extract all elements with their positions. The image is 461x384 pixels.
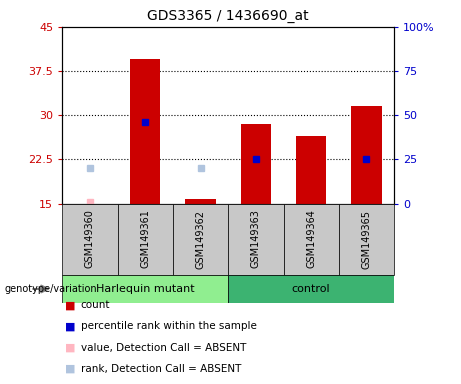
Text: GSM149362: GSM149362: [195, 210, 206, 268]
Text: ■: ■: [65, 364, 75, 374]
Text: value, Detection Call = ABSENT: value, Detection Call = ABSENT: [81, 343, 246, 353]
Bar: [228, 204, 284, 275]
Bar: [228, 275, 394, 303]
Text: ■: ■: [65, 300, 75, 310]
Bar: [62, 204, 118, 275]
Bar: [185, 199, 216, 204]
Text: GSM149365: GSM149365: [361, 210, 372, 268]
Bar: [130, 59, 160, 204]
Text: GSM149363: GSM149363: [251, 210, 261, 268]
Title: GDS3365 / 1436690_at: GDS3365 / 1436690_at: [148, 9, 309, 23]
Bar: [351, 106, 382, 204]
Text: rank, Detection Call = ABSENT: rank, Detection Call = ABSENT: [81, 364, 241, 374]
Text: ■: ■: [65, 321, 75, 331]
Bar: [241, 124, 271, 204]
Text: control: control: [292, 284, 331, 294]
Text: ■: ■: [65, 343, 75, 353]
Text: count: count: [81, 300, 110, 310]
Text: GSM149361: GSM149361: [140, 210, 150, 268]
Bar: [62, 275, 228, 303]
Text: GSM149364: GSM149364: [306, 210, 316, 268]
Text: Harlequin mutant: Harlequin mutant: [96, 284, 195, 294]
Text: GSM149360: GSM149360: [85, 210, 95, 268]
Bar: [284, 204, 339, 275]
Text: percentile rank within the sample: percentile rank within the sample: [81, 321, 257, 331]
Bar: [339, 204, 394, 275]
Bar: [118, 204, 173, 275]
Bar: [296, 136, 326, 204]
Text: genotype/variation: genotype/variation: [5, 284, 97, 294]
Bar: [173, 204, 228, 275]
